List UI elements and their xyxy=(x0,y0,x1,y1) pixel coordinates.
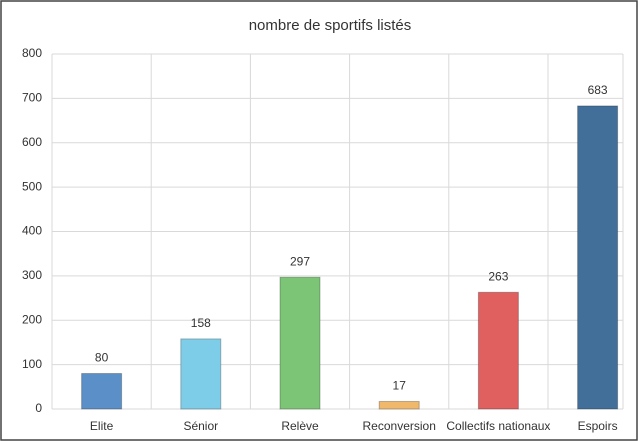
x-tick-label: Sénior xyxy=(183,419,218,433)
y-tick-label: 600 xyxy=(22,135,42,149)
x-tick-label: Collectifs nationaux xyxy=(446,419,550,433)
bar xyxy=(279,276,321,410)
value-label: 263 xyxy=(488,269,508,283)
bar xyxy=(577,105,619,410)
value-label: 80 xyxy=(95,351,109,365)
value-label: 158 xyxy=(191,316,211,330)
bar xyxy=(378,400,420,410)
x-tick-label: Elite xyxy=(90,419,114,433)
value-label: 297 xyxy=(290,254,310,268)
value-label: 17 xyxy=(393,379,407,393)
bar xyxy=(81,373,123,410)
y-tick-label: 700 xyxy=(22,91,42,105)
y-tick-label: 800 xyxy=(22,46,42,60)
x-tick-label: Reconversion xyxy=(363,419,436,433)
y-tick-label: 400 xyxy=(22,224,42,238)
y-tick-label: 100 xyxy=(22,357,42,371)
y-tick-label: 0 xyxy=(35,401,42,415)
y-tick-label: 300 xyxy=(22,268,42,282)
y-tick-label: 200 xyxy=(22,312,42,326)
bar xyxy=(477,291,519,410)
x-tick-label: Espoirs xyxy=(578,419,618,433)
y-tick-label: 500 xyxy=(22,179,42,193)
chart-title: nombre de sportifs listés xyxy=(249,17,412,34)
x-tick-label: Relève xyxy=(281,419,319,433)
value-label: 683 xyxy=(588,83,608,97)
bar xyxy=(180,338,222,410)
